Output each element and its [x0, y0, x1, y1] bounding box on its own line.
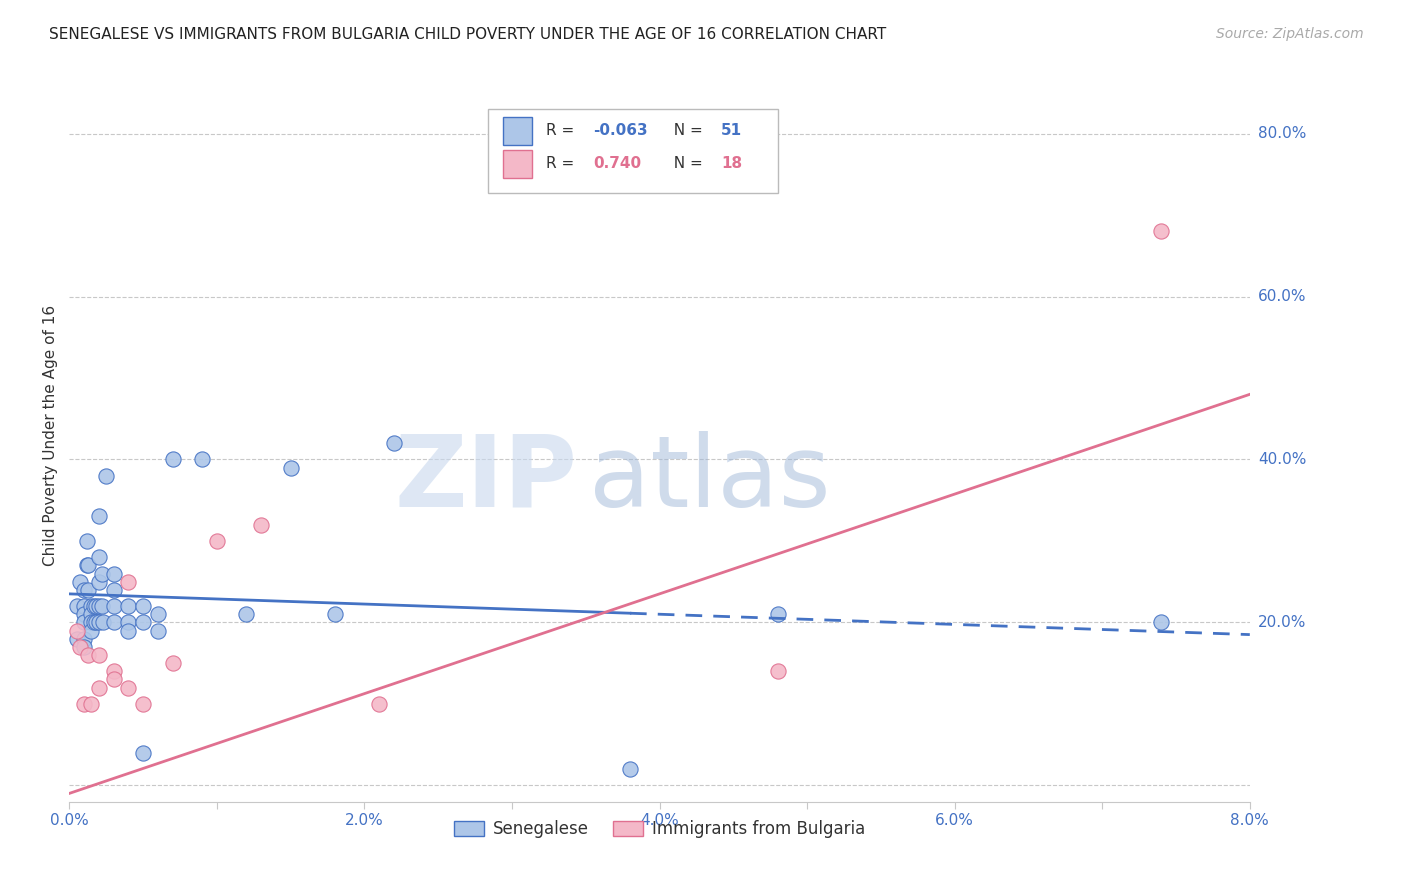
Point: [235, 607, 257, 622]
Point: [73, 632, 96, 646]
Point: [382, 436, 405, 450]
Point: [76, 533, 98, 548]
Point: [77, 648, 100, 662]
Point: [73, 582, 96, 597]
Text: 20.0%: 20.0%: [1258, 615, 1306, 630]
Text: ZIP: ZIP: [394, 431, 576, 527]
Text: N =: N =: [664, 123, 707, 138]
Point: [87, 550, 110, 565]
Point: [132, 615, 155, 630]
Text: Source: ZipAtlas.com: Source: ZipAtlas.com: [1216, 27, 1364, 41]
Text: 51: 51: [721, 123, 742, 138]
FancyBboxPatch shape: [502, 117, 531, 145]
Point: [77, 558, 100, 573]
FancyBboxPatch shape: [502, 150, 531, 178]
Point: [1150, 224, 1173, 238]
Point: [162, 656, 184, 670]
Point: [323, 607, 346, 622]
Point: [65, 599, 87, 613]
Point: [117, 615, 139, 630]
Point: [103, 665, 125, 679]
Text: 18: 18: [721, 156, 742, 171]
Point: [766, 607, 789, 622]
Point: [87, 509, 110, 524]
Point: [73, 599, 96, 613]
Point: [83, 599, 105, 613]
Point: [73, 607, 96, 622]
Text: 80.0%: 80.0%: [1258, 126, 1306, 141]
Point: [132, 746, 155, 760]
Point: [91, 615, 114, 630]
Point: [73, 697, 96, 711]
Point: [90, 566, 112, 581]
Point: [73, 640, 96, 654]
Point: [766, 665, 789, 679]
Point: [619, 762, 641, 776]
Point: [80, 697, 103, 711]
Point: [69, 574, 91, 589]
Point: [132, 697, 155, 711]
Point: [103, 566, 125, 581]
Point: [84, 599, 107, 613]
Text: 40.0%: 40.0%: [1258, 452, 1306, 467]
Point: [80, 624, 103, 638]
Text: R =: R =: [546, 123, 579, 138]
Point: [77, 582, 100, 597]
Point: [117, 574, 139, 589]
Point: [146, 607, 169, 622]
Point: [80, 607, 103, 622]
Text: 0.740: 0.740: [593, 156, 641, 171]
Point: [103, 673, 125, 687]
Point: [94, 468, 117, 483]
Legend: Senegalese, Immigrants from Bulgaria: Senegalese, Immigrants from Bulgaria: [447, 814, 872, 845]
Point: [132, 599, 155, 613]
Point: [80, 615, 103, 630]
Point: [69, 640, 91, 654]
Point: [83, 615, 105, 630]
Y-axis label: Child Poverty Under the Age of 16: Child Poverty Under the Age of 16: [44, 304, 58, 566]
Point: [368, 697, 391, 711]
Point: [250, 517, 273, 532]
Text: 60.0%: 60.0%: [1258, 289, 1306, 304]
Point: [76, 558, 98, 573]
Point: [65, 624, 87, 638]
Point: [117, 599, 139, 613]
FancyBboxPatch shape: [488, 109, 778, 194]
Point: [103, 599, 125, 613]
Point: [146, 624, 169, 638]
Point: [90, 599, 112, 613]
Text: -0.063: -0.063: [593, 123, 648, 138]
Text: R =: R =: [546, 156, 579, 171]
Point: [205, 533, 228, 548]
Point: [80, 599, 103, 613]
Text: SENEGALESE VS IMMIGRANTS FROM BULGARIA CHILD POVERTY UNDER THE AGE OF 16 CORRELA: SENEGALESE VS IMMIGRANTS FROM BULGARIA C…: [49, 27, 886, 42]
Point: [73, 615, 96, 630]
Point: [191, 452, 214, 467]
Point: [117, 681, 139, 695]
Text: atlas: atlas: [589, 431, 831, 527]
Point: [87, 615, 110, 630]
Point: [84, 615, 107, 630]
Point: [1150, 615, 1173, 630]
Point: [87, 599, 110, 613]
Point: [103, 615, 125, 630]
Point: [87, 681, 110, 695]
Point: [87, 574, 110, 589]
Point: [117, 624, 139, 638]
Point: [162, 452, 184, 467]
Text: N =: N =: [664, 156, 707, 171]
Point: [65, 632, 87, 646]
Point: [280, 460, 302, 475]
Point: [87, 648, 110, 662]
Point: [103, 582, 125, 597]
